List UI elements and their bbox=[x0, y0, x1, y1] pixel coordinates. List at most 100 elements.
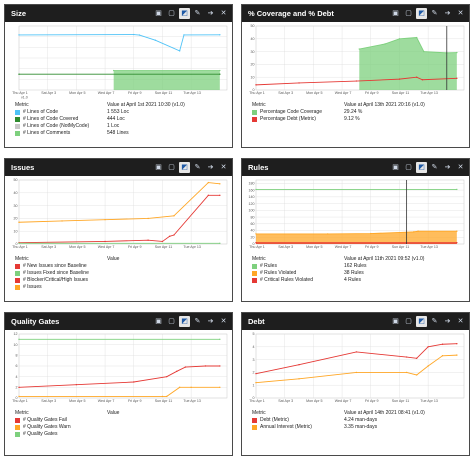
series-point bbox=[18, 34, 20, 36]
edit-icon[interactable]: ✎ bbox=[194, 317, 201, 325]
legend-row[interactable]: Percentage Debt (Metric) 9.12 % bbox=[252, 116, 462, 123]
legend-row[interactable]: # Lines of Code 1 553 Loc bbox=[15, 109, 225, 116]
close-icon[interactable]: ✕ bbox=[457, 9, 464, 17]
rules-chart[interactable]: 0 20 40 60 80 100 120 140 160 180 Thu Apr 1 Sat Apr… bbox=[242, 176, 469, 256]
legend-swatch bbox=[252, 418, 257, 423]
series-point bbox=[298, 378, 300, 380]
version-label: v1.0 bbox=[21, 96, 28, 100]
series-point bbox=[415, 36, 418, 39]
navigate-icon[interactable]: ➔ bbox=[444, 9, 451, 17]
quality-gates-chart[interactable]: 0 2 4 6 8 10 12 Thu Apr 1 Sat Apr 3 Mon Apr 5 Wed … bbox=[5, 330, 232, 410]
restore-icon[interactable]: ▣ bbox=[392, 163, 399, 171]
legend-label: # Quality Gates Warn bbox=[23, 424, 71, 430]
legend-row[interactable]: # Quality Gates Warn bbox=[15, 424, 225, 431]
series-point bbox=[147, 217, 149, 220]
x-tick-label: Sat Apr 3 bbox=[278, 399, 293, 403]
chart-mode-icon[interactable]: ◩ bbox=[416, 316, 427, 327]
legend-row[interactable]: # Critical Rules Violated 4 Rules bbox=[252, 277, 462, 284]
y-tick-label: 0 bbox=[16, 396, 18, 400]
legend-label: # Issues Fixed since Baseline bbox=[23, 270, 89, 276]
series-point bbox=[219, 242, 221, 245]
y-tick-label: 40 bbox=[14, 191, 18, 195]
restore-icon[interactable]: ▣ bbox=[155, 9, 162, 17]
expand-icon[interactable]: ▢ bbox=[168, 9, 175, 17]
expand-icon[interactable]: ▢ bbox=[168, 317, 175, 325]
expand-icon[interactable]: ▢ bbox=[405, 9, 412, 17]
restore-icon[interactable]: ▣ bbox=[155, 163, 162, 171]
navigate-icon[interactable]: ➔ bbox=[444, 317, 451, 325]
legend-row[interactable]: # Lines of Code (NotMyCode) 1 Loc bbox=[15, 123, 225, 130]
navigate-icon[interactable]: ➔ bbox=[207, 163, 214, 171]
debt-chart[interactable]: 0 1 2 3 4 5 Thu Apr 1 Sat Apr 3 Mon Apr 5 Wed Apr… bbox=[242, 330, 469, 410]
close-icon[interactable]: ✕ bbox=[457, 317, 464, 325]
panel-titlebar: % Coverage and % Debt ▣ ▢ ◩ ✎ ➔ ✕ bbox=[242, 5, 469, 22]
legend-swatch bbox=[15, 264, 20, 269]
legend-value: 9.12 % bbox=[344, 116, 360, 122]
legend-swatch bbox=[15, 285, 20, 290]
coverage-debt-chart[interactable]: 0 10 20 30 40 50 Thu Apr 1 Sat Apr 3 Mon Apr 5 We… bbox=[242, 22, 469, 102]
legend-label: # Lines of Code Covered bbox=[23, 116, 79, 122]
chart-mode-icon[interactable]: ◩ bbox=[416, 8, 427, 19]
series-point bbox=[456, 77, 458, 80]
chart-mode-icon[interactable]: ◩ bbox=[416, 162, 427, 173]
legend-label: # New Issues since Baseline bbox=[23, 263, 87, 269]
chart-svg: 0 2 4 6 8 10 12 Thu Apr 1 Sat Apr 3 Mon Apr 5 Wed … bbox=[12, 332, 228, 403]
restore-icon[interactable]: ▣ bbox=[392, 317, 399, 325]
edit-icon[interactable]: ✎ bbox=[431, 9, 438, 17]
navigate-icon[interactable]: ➔ bbox=[444, 163, 451, 171]
expand-icon[interactable]: ▢ bbox=[405, 163, 412, 171]
legend-row[interactable]: # Quality Gates Fail bbox=[15, 417, 225, 424]
legend-row[interactable]: # Lines of Code Covered 444 Loc bbox=[15, 116, 225, 123]
legend-value: 29.24 % bbox=[344, 109, 363, 115]
edit-icon[interactable]: ✎ bbox=[194, 163, 201, 171]
chart-mode-icon[interactable]: ◩ bbox=[179, 162, 190, 173]
size-chart[interactable]: Thu Apr 1 Sat Apr 3 Mon Apr 5 Wed Apr 7 Fri … bbox=[5, 22, 232, 102]
series-point bbox=[173, 234, 175, 236]
chart-mode-icon[interactable]: ◩ bbox=[179, 8, 190, 19]
navigate-icon[interactable]: ➔ bbox=[207, 317, 214, 325]
close-icon[interactable]: ✕ bbox=[220, 317, 227, 325]
navigate-icon[interactable]: ➔ bbox=[207, 9, 214, 17]
legend-swatch bbox=[15, 418, 20, 423]
legend-row[interactable]: # New Issues since Baseline bbox=[15, 263, 225, 270]
issues-chart[interactable]: 0 10 20 30 40 50 Thu Apr 1 Sat Apr 3 Mon Apr 5 We… bbox=[5, 176, 232, 256]
legend-row[interactable]: # Issues Fixed since Baseline bbox=[15, 270, 225, 277]
x-tick-label: Sat Apr 3 bbox=[278, 245, 293, 249]
legend-row[interactable]: # Lines of Comments 548 Lines bbox=[15, 130, 225, 137]
edit-icon[interactable]: ✎ bbox=[431, 163, 438, 171]
legend-value-header: Value at April 13th 2021 20:16 (v1.0) bbox=[344, 102, 425, 108]
legend-row[interactable]: # Issues bbox=[15, 284, 225, 291]
legend-metric: # New Issues since Baseline bbox=[15, 263, 107, 270]
legend-value-header: Value at April 11th 2021 09:52 (v1.0) bbox=[344, 256, 425, 262]
expand-icon[interactable]: ▢ bbox=[168, 163, 175, 171]
panel-toolbar: ▣ ▢ ◩ ✎ ➔ ✕ bbox=[390, 316, 466, 327]
series-point bbox=[184, 366, 187, 368]
chart-mode-icon[interactable]: ◩ bbox=[179, 316, 190, 327]
legend-row[interactable]: # Quality Gates bbox=[15, 431, 225, 438]
legend-swatch bbox=[252, 278, 257, 283]
edit-icon[interactable]: ✎ bbox=[194, 9, 201, 17]
series-point bbox=[168, 235, 171, 238]
series-point bbox=[18, 73, 20, 75]
series-point bbox=[423, 50, 425, 53]
restore-icon[interactable]: ▣ bbox=[155, 317, 162, 325]
legend-row[interactable]: # Rules 162 Rules bbox=[252, 263, 462, 270]
series-point bbox=[219, 69, 221, 72]
panel-title: % Coverage and % Debt bbox=[248, 9, 334, 18]
restore-icon[interactable]: ▣ bbox=[392, 9, 399, 17]
series-point bbox=[173, 215, 175, 217]
series-area bbox=[113, 70, 220, 90]
legend-row[interactable]: Percentage Code Coverage 29.24 % bbox=[252, 109, 462, 116]
legend-row[interactable]: # Blocker/Critical/High Issues bbox=[15, 277, 225, 284]
legend-row[interactable]: # Rules Violated 38 Rules bbox=[252, 270, 462, 277]
panel-toolbar: ▣ ▢ ◩ ✎ ➔ ✕ bbox=[153, 162, 229, 173]
close-icon[interactable]: ✕ bbox=[220, 163, 227, 171]
close-icon[interactable]: ✕ bbox=[457, 163, 464, 171]
close-icon[interactable]: ✕ bbox=[220, 9, 227, 17]
legend-row[interactable]: Debt (Metric) 4.24 man-days bbox=[252, 417, 462, 424]
legend-row[interactable]: Annual Interest (Metric) 3.35 man-days bbox=[252, 424, 462, 431]
legend-value: 3.35 man-days bbox=[344, 424, 378, 430]
expand-icon[interactable]: ▢ bbox=[405, 317, 412, 325]
series-point bbox=[166, 395, 168, 398]
edit-icon[interactable]: ✎ bbox=[431, 317, 438, 325]
